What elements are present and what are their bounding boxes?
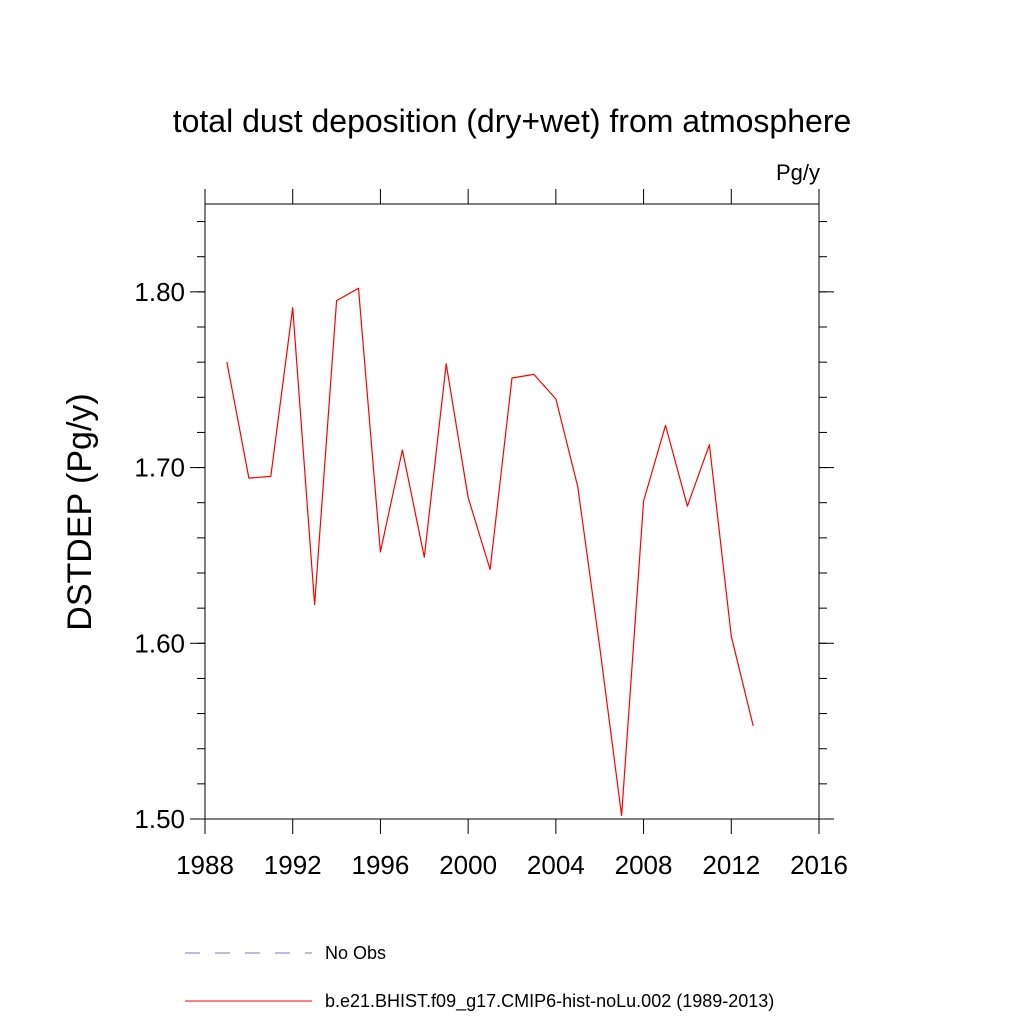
legend: No Obs b.e21.BHIST.f09_g17.CMIP6-hist-no…: [185, 943, 774, 1012]
plot-frame: [204, 203, 820, 820]
y-tick-label: 1.70: [134, 453, 185, 483]
y-tick-label: 1.80: [134, 277, 185, 307]
x-tick-label: 2008: [615, 850, 673, 880]
legend-label-model-run: b.e21.BHIST.f09_g17.CMIP6-hist-noLu.002 …: [325, 991, 774, 1012]
axis-tick-labels: 1988 1992 1996 2000 2004 2008 2012 2016 1.50 1.60…: [134, 277, 848, 880]
x-tick-label: 2012: [702, 850, 760, 880]
axis-ticks: [190, 189, 834, 834]
x-tick-label: 1988: [176, 850, 234, 880]
x-tick-label: 2000: [439, 850, 497, 880]
series-group: [226, 287, 754, 817]
x-tick-label: 1992: [264, 850, 322, 880]
chart-title: total dust deposition (dry+wet) from atm…: [173, 103, 852, 139]
legend-label-no-obs: No Obs: [325, 943, 386, 963]
series-line: [226, 287, 754, 817]
y-tick-label: 1.60: [134, 628, 185, 658]
x-tick-label: 1996: [352, 850, 410, 880]
x-tick-label: 2004: [527, 850, 585, 880]
x-tick-label: 2016: [790, 850, 848, 880]
units-label: Pg/y: [776, 160, 820, 185]
y-tick-label: 1.50: [134, 804, 185, 834]
y-axis-label: DSTDEP (Pg/y): [61, 393, 99, 630]
